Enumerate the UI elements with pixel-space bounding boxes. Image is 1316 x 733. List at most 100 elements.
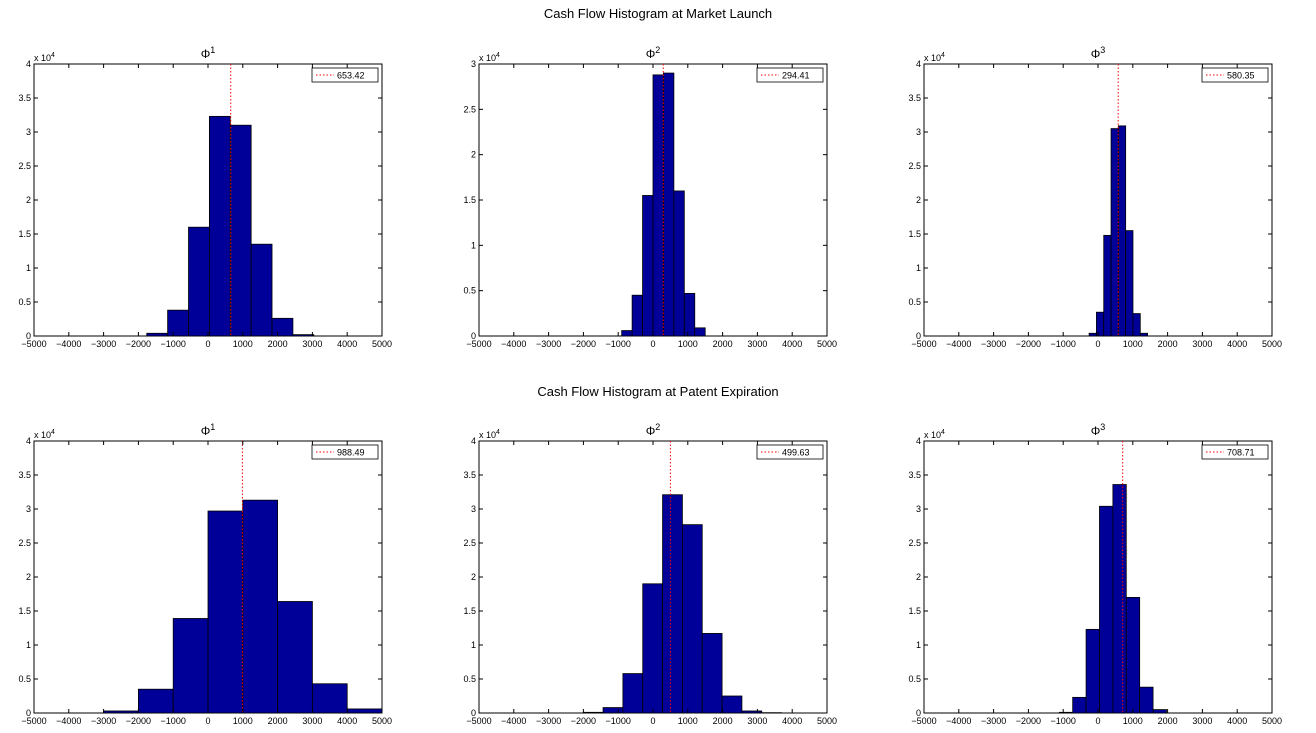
bar-r1-p1-6 [271, 317, 294, 337]
bar-r2-p1-3 [207, 510, 244, 714]
bar-r1-p1-5 [250, 243, 273, 337]
x-tick-label-r1-p2-7: 2000 [713, 339, 733, 349]
x-tick-label-r1-p3-0: −5000 [911, 339, 936, 349]
x-tick-label-r1-p2-8: 3000 [747, 339, 767, 349]
row-title-patent-expiration: Cash Flow Histogram at Patent Expiration [537, 384, 779, 399]
x-tick-label-r1-p1-9: 4000 [337, 339, 357, 349]
y-tick-label-r1-p1-4: 2 [26, 195, 31, 205]
y-multiplier-r2-p1: x 104 [34, 429, 55, 440]
bar-r1-p1-0 [146, 332, 169, 337]
bar-r1-p3-6 [1132, 313, 1141, 337]
y-tick-label-r2-p2-6: 3 [471, 504, 476, 514]
legend-box-r2-p1 [311, 444, 379, 460]
y-tick-label-r2-p2-0: 0 [471, 708, 476, 718]
x-tick-label-r2-p2-9: 4000 [782, 716, 802, 726]
x-tick-label-r2-p2-1: −4000 [501, 716, 526, 726]
y-tick-label-r2-p1-4: 2 [26, 572, 31, 582]
x-tick-label-r2-p2-3: −2000 [571, 716, 596, 726]
x-tick-label-r1-p2-1: −4000 [501, 339, 526, 349]
x-tick-label-r2-p2-0: −5000 [466, 716, 491, 726]
bar-r1-p3-2 [1103, 234, 1112, 337]
x-tick-label-r2-p3-2: −3000 [981, 716, 1006, 726]
x-tick-label-r1-p2-6: 1000 [678, 339, 698, 349]
x-tick-label-r2-p1-4: −1000 [161, 716, 186, 726]
y-tick-label-r2-p2-4: 2 [471, 572, 476, 582]
bar-r2-p1-5 [277, 601, 313, 714]
bar-r2-p3-3 [1099, 505, 1114, 714]
bar-r1-p1-2 [188, 226, 210, 337]
panel-title-superscript-r2-p1: 1 [210, 422, 215, 432]
legend-label-r2-p2: 499.63 [782, 448, 810, 458]
y-tick-label-r1-p3-4: 2 [916, 195, 921, 205]
y-exponent-r1-p3: 4 [941, 52, 945, 59]
y-tick-label-r2-p1-3: 1.5 [18, 606, 31, 616]
x-tick-label-r2-p1-9: 4000 [337, 716, 357, 726]
x-tick-label-r1-p1-3: −2000 [126, 339, 151, 349]
y-tick-label-r1-p1-0: 0 [26, 331, 31, 341]
y-multiplier-r2-p2: x 104 [479, 429, 500, 440]
bar-r2-p3-6 [1139, 686, 1154, 714]
y-tick-label-r1-p2-2: 1 [471, 240, 476, 250]
legend-label-r1-p3: 580.35 [1227, 71, 1255, 81]
y-tick-label-r2-p3-2: 1 [916, 640, 921, 650]
bar-r1-p2-2 [642, 195, 654, 337]
y-tick-label-r1-p3-1: 0.5 [908, 297, 921, 307]
y-multiplier-r1-p3: x 104 [924, 52, 945, 63]
y-tick-label-r2-p1-5: 2.5 [18, 538, 31, 548]
y-exponent-r2-p2: 4 [496, 429, 500, 436]
x-tick-label-r1-p1-0: −5000 [21, 339, 46, 349]
y-tick-label-r2-p1-7: 3.5 [18, 470, 31, 480]
x-tick-label-r1-p2-10: 5000 [817, 339, 837, 349]
x-tick-label-r1-p1-5: 0 [205, 339, 210, 349]
legend-label-r2-p3: 708.71 [1227, 448, 1255, 458]
panel-title-superscript-r2-p3: 3 [1100, 422, 1105, 432]
bar-r2-p3-0 [1058, 711, 1074, 714]
y-tick-label-r2-p2-5: 2.5 [463, 538, 476, 548]
x-tick-label-r1-p1-8: 3000 [302, 339, 322, 349]
x-tick-label-r2-p1-3: −2000 [126, 716, 151, 726]
bar-r1-p3-7 [1139, 332, 1148, 337]
bar-r2-p1-6 [311, 683, 348, 714]
y-tick-label-r2-p2-8: 4 [471, 436, 476, 446]
bar-r2-p2-5 [682, 524, 703, 714]
bar-r1-p3-5 [1125, 230, 1134, 337]
x-tick-label-r1-p1-6: 1000 [233, 339, 253, 349]
x-tick-label-r1-p2-4: −1000 [606, 339, 631, 349]
x-tick-label-r1-p1-4: −1000 [161, 339, 186, 349]
y-tick-label-r1-p3-5: 2.5 [908, 161, 921, 171]
bar-r2-p2-1 [602, 707, 624, 714]
bar-r2-p1-7 [346, 708, 383, 714]
x-tick-label-r2-p1-5: 0 [205, 716, 210, 726]
bar-r1-p2-4 [663, 72, 675, 337]
bar-r1-p2-5 [673, 190, 685, 337]
x-tick-label-r2-p2-6: 1000 [678, 716, 698, 726]
y-tick-label-r1-p1-7: 3.5 [18, 93, 31, 103]
y-tick-label-r1-p2-0: 0 [471, 331, 476, 341]
x-tick-label-r2-p3-8: 3000 [1192, 716, 1212, 726]
x-tick-label-r2-p1-6: 1000 [233, 716, 253, 726]
y-tick-label-r2-p3-4: 2 [916, 572, 921, 582]
y-tick-label-r1-p3-0: 0 [916, 331, 921, 341]
x-tick-label-r2-p1-0: −5000 [21, 716, 46, 726]
x-tick-label-r2-p3-1: −4000 [946, 716, 971, 726]
x-tick-label-r1-p1-10: 5000 [372, 339, 392, 349]
y-tick-label-r2-p1-2: 1 [26, 640, 31, 650]
y-tick-label-r1-p2-5: 2.5 [463, 104, 476, 114]
x-tick-label-r1-p3-8: 3000 [1192, 339, 1212, 349]
legend-box-r1-p2 [756, 67, 824, 83]
bar-r2-p1-0 [103, 710, 139, 714]
x-tick-label-r1-p3-10: 5000 [1262, 339, 1282, 349]
legend-box-r2-p2 [756, 444, 824, 460]
y-tick-label-r1-p3-2: 1 [916, 263, 921, 273]
bar-r1-p3-0 [1088, 332, 1097, 337]
x-tick-label-r2-p1-8: 3000 [302, 716, 322, 726]
x-tick-label-r2-p3-4: −1000 [1051, 716, 1076, 726]
x-tick-label-r2-p3-7: 2000 [1158, 716, 1178, 726]
x-tick-label-r2-p1-10: 5000 [372, 716, 392, 726]
bar-r1-p2-0 [621, 330, 633, 337]
x-tick-label-r1-p3-3: −2000 [1016, 339, 1041, 349]
x-tick-label-r1-p2-0: −5000 [466, 339, 491, 349]
bar-r2-p1-4 [242, 499, 279, 714]
y-exponent-r1-p1: 4 [51, 52, 55, 59]
